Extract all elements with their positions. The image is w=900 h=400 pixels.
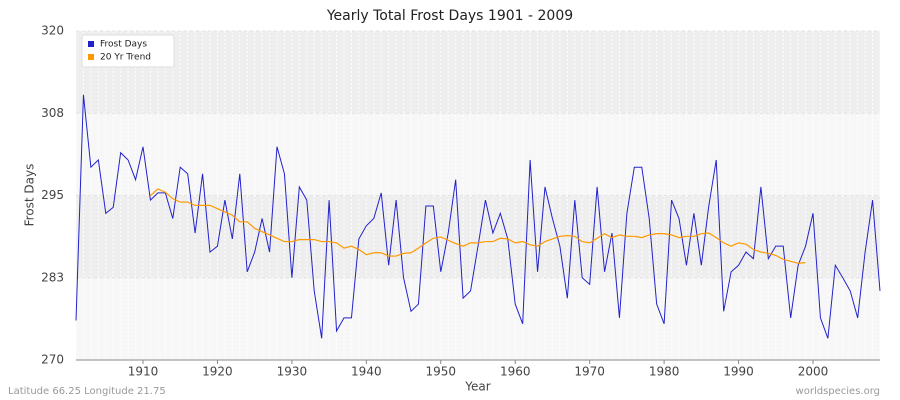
y-tick-label: 320 (41, 24, 64, 38)
x-tick-label: 1930 (277, 365, 308, 379)
legend-box (81, 34, 175, 68)
x-tick-label: 1950 (426, 365, 457, 379)
x-tick-label: 1920 (202, 365, 233, 379)
x-axis-label: Year (464, 380, 490, 394)
x-tick-label: 1960 (500, 365, 531, 379)
x-tick-label: 1910 (128, 365, 159, 379)
y-axis-label: Frost Days (23, 164, 37, 227)
x-tick-label: 2000 (798, 365, 829, 379)
footer-left: Latitude 66.25 Longitude 21.75 (8, 386, 166, 397)
x-tick-label: 1980 (649, 365, 680, 379)
y-tick-label: 295 (41, 188, 64, 202)
legend-label: Frost Days (100, 40, 147, 50)
series-line (150, 188, 806, 264)
band (76, 113, 880, 196)
y-tick-label: 308 (41, 106, 64, 120)
series-line (75, 94, 881, 339)
legend-label: 20 Yr Trend (100, 53, 151, 63)
footer-right: worldspecies.org (796, 386, 880, 397)
x-tick-label: 1940 (351, 365, 382, 379)
chart-title: Yearly Total Frost Days 1901 - 2009 (326, 8, 573, 24)
legend-swatch (88, 54, 94, 60)
x-tick-label: 1970 (574, 365, 605, 379)
y-tick-label: 270 (41, 353, 64, 367)
legend-swatch (88, 41, 94, 47)
x-tick-label: 1990 (723, 365, 754, 379)
y-tick-label: 283 (41, 270, 64, 284)
